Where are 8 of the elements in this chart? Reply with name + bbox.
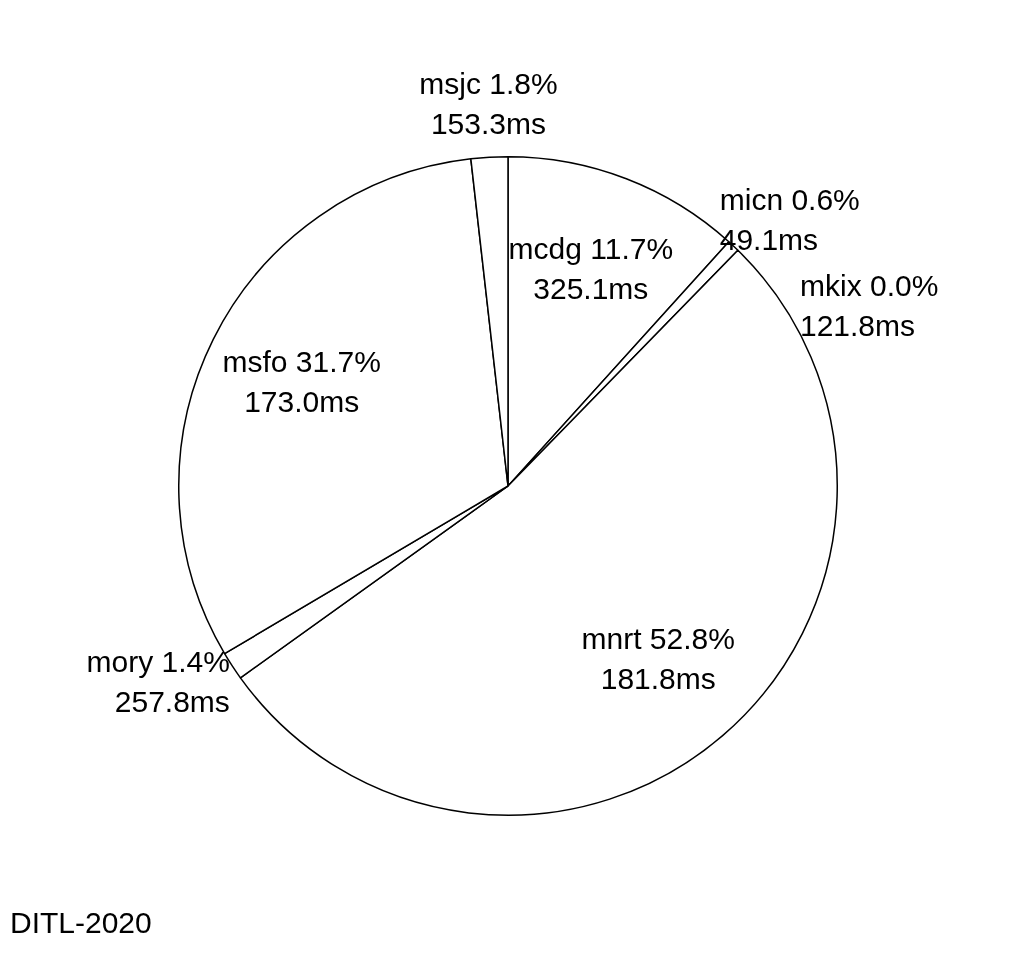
category-label: mkix 0.0%	[799, 269, 939, 303]
slice-label: mnrt 52.8% 181.8ms	[581, 622, 735, 696]
slice-label: msjc 1.8% 153.3ms	[419, 66, 558, 140]
slice-label: mcdg 11.7% 325.1ms	[508, 232, 674, 306]
text: DITL-2020	[10, 906, 152, 940]
text: 121.8ms	[799, 309, 916, 343]
slice-label: mory 1.4% 257.8ms	[86, 645, 230, 719]
slice-label: msfo 31.7% 173.0ms	[222, 344, 381, 418]
